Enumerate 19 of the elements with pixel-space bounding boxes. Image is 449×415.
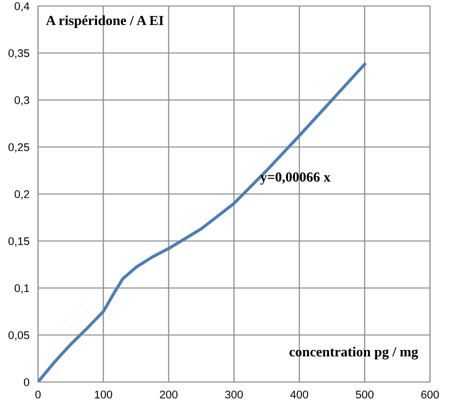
annotation: y=0,00066 x <box>260 172 330 185</box>
x-tick-label: 400 <box>290 390 308 398</box>
x-tick-label: 600 <box>421 390 439 398</box>
y-tick-label: 0,25 <box>8 143 30 152</box>
y-tick-label: 0,15 <box>8 237 30 246</box>
y-tick-label: 0,1 <box>14 284 30 294</box>
y-tick-label: 0,3 <box>14 96 30 106</box>
y-tick-label: 0,4 <box>14 2 30 12</box>
x-axis-title: concentration pg / mg <box>289 346 418 360</box>
y-tick-label: 0,35 <box>8 49 30 58</box>
y-axis-title: A rispéridone / A EI <box>46 15 164 28</box>
y-tick-label: 0,2 <box>14 190 30 200</box>
x-tick-label: 500 <box>356 390 374 398</box>
x-tick-label: 100 <box>94 390 112 398</box>
y-tick-label: 0,05 <box>8 331 30 340</box>
x-tick-label: 0 <box>35 390 41 398</box>
x-tick-label: 200 <box>160 390 178 398</box>
x-tick-label: 300 <box>225 390 243 398</box>
y-tick-label: 0 <box>24 378 30 386</box>
